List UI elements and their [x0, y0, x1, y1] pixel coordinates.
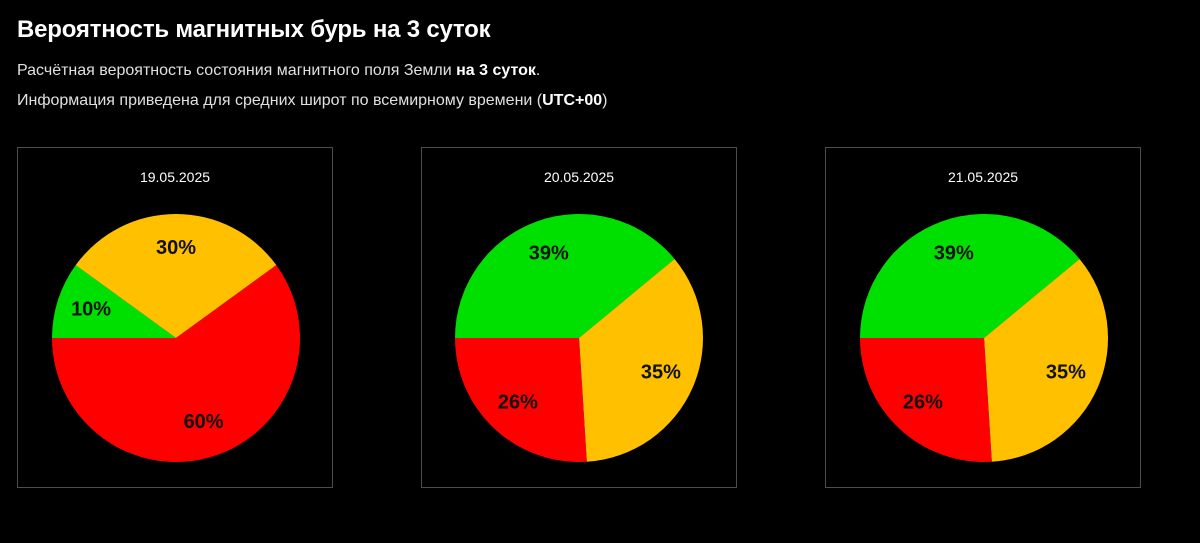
pie-card-date: 19.05.2025: [139, 169, 211, 185]
pie-slice: [455, 338, 587, 462]
pie-card-2: 20.05.2025 39% 35% 26%: [421, 147, 737, 488]
pie-card-date: 20.05.2025: [543, 169, 615, 185]
pie-card-1: 19.05.2025 10% 30% 60%: [17, 147, 333, 488]
pie-card-3: 21.05.2025 39% 35% 26%: [825, 147, 1141, 488]
pie-slice: [455, 214, 675, 338]
subtitle-line-1-text: Расчётная вероятность состояния магнитно…: [17, 62, 457, 79]
page-title: Вероятность магнитных бурь на 3 суток: [17, 16, 491, 43]
pie-chart: 39% 35% 26%: [860, 214, 1108, 462]
pie-slice: [52, 265, 301, 463]
pie-slice: [579, 258, 703, 462]
pie-slice-label: 35%: [1046, 362, 1086, 384]
pie-slice: [860, 214, 1080, 338]
pie-slice-label: 39%: [529, 242, 569, 264]
pie-slice-label: 35%: [641, 362, 681, 384]
pie-slice: [860, 338, 992, 462]
subtitle-line-2-bold: UTC+00: [542, 92, 603, 109]
subtitle-line-2-end: ): [602, 92, 608, 109]
subtitle-line-1-bold: на 3 суток: [456, 62, 536, 79]
subtitle-line-2-text: Информация приведена для средних широт п…: [17, 92, 543, 109]
pie-card-date: 21.05.2025: [947, 169, 1019, 185]
pie-slice-label: 26%: [903, 391, 943, 413]
pie-slice: [75, 214, 277, 338]
pie-chart: 39% 35% 26%: [455, 214, 703, 462]
pie-slice: [984, 258, 1108, 462]
pie-chart: 10% 30% 60%: [52, 214, 301, 463]
subtitle-line-2: Информация приведена для средних широт п…: [17, 92, 607, 110]
pie-slice: [52, 265, 176, 338]
pie-slice-label: 26%: [498, 391, 538, 413]
subtitle-line-1-end: .: [535, 62, 541, 79]
pie-slice-label: 39%: [934, 242, 974, 264]
pie-slice-label: 10%: [71, 299, 111, 321]
subtitle-line-1: Расчётная вероятность состояния магнитно…: [17, 62, 540, 80]
pie-slice-label: 60%: [184, 411, 224, 433]
pie-slice-label: 30%: [156, 237, 196, 259]
